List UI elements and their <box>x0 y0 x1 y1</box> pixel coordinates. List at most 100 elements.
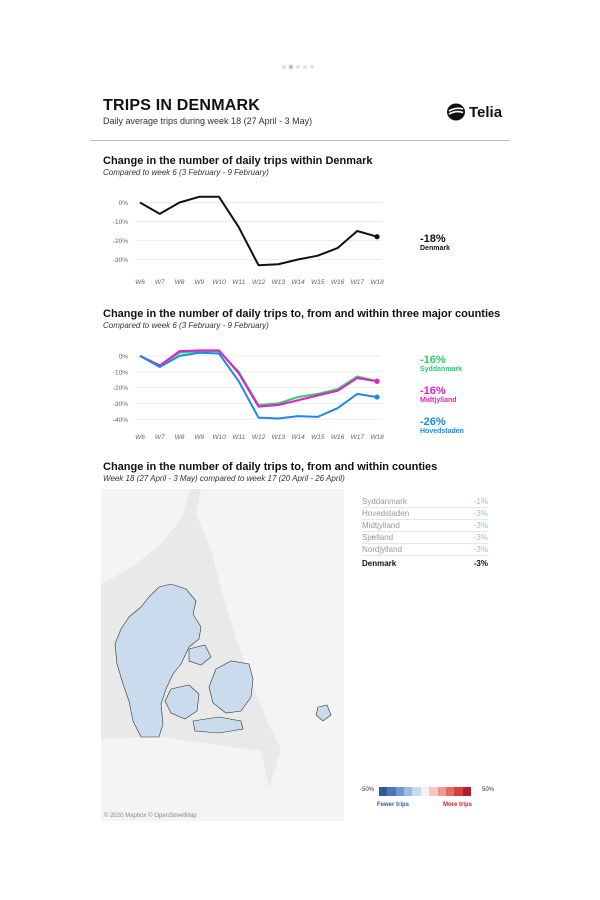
more-trips-label: More trips <box>443 802 473 808</box>
x-tick-label: W15 <box>311 279 325 286</box>
page-dot[interactable] <box>303 65 307 69</box>
region-name: Sjælland <box>362 533 394 542</box>
x-tick-label: W8 <box>175 279 185 286</box>
x-tick-label: W16 <box>331 279 345 286</box>
midtjylland-end-value: -16% <box>420 385 446 397</box>
y-tick-label: -40% <box>113 417 128 424</box>
region-name: Hovedstaden <box>362 509 410 518</box>
y-tick-label: -30% <box>113 257 128 264</box>
counties-line-chart: 0% -10% -20% -30% -40% W6 W7 W8 W9 W10 W11 W12 W13 W1… <box>113 349 384 441</box>
djursland-region[interactable] <box>188 644 212 666</box>
germany-land <box>101 737 276 821</box>
y-tick-label: -10% <box>113 219 128 226</box>
y-tick-label: 0% <box>119 353 129 360</box>
section3-subtitle: Week 18 (27 April - 3 May) compared to w… <box>103 474 345 483</box>
lolland-region[interactable] <box>192 716 244 734</box>
denmark-line-chart: 0% -10% -20% -30% W6 W7 W8 W9 W10 W11 W12 W13 W14 W15… <box>113 195 384 286</box>
total-name: Denmark <box>362 559 397 568</box>
series-endpoint-denmark[interactable] <box>374 234 380 240</box>
series-line-denmark[interactable] <box>139 195 378 267</box>
x-tick-label: W6 <box>135 279 145 286</box>
hovedstaden-end-name: Hovedstaden <box>420 428 464 435</box>
hovedstaden-end-value: -26% <box>420 416 446 428</box>
region-value: -3% <box>473 521 488 530</box>
hovedstaden-end-label: -26% Hovedstaden <box>420 416 464 435</box>
page-dot[interactable] <box>282 65 286 69</box>
scale-max-label: 50% <box>481 787 494 793</box>
map-shapes <box>101 489 344 821</box>
x-tick-label: W17 <box>351 279 365 286</box>
table-row: Syddanmark -1% <box>362 496 488 508</box>
scale-min-label: -50% <box>360 787 375 793</box>
x-tick-label: W8 <box>175 434 185 441</box>
page-dot-active[interactable] <box>289 65 293 69</box>
x-tick-label: W18 <box>370 434 384 441</box>
x-tick-label: W15 <box>311 434 325 441</box>
series-line-hovedstaden[interactable] <box>139 351 378 420</box>
region-value: -1% <box>473 497 488 506</box>
x-tick-label: W6 <box>135 434 145 441</box>
syddanmark-end-label: -16% Syddanmark <box>420 354 462 373</box>
region-value: -3% <box>473 545 488 554</box>
x-tick-label: W11 <box>232 279 245 286</box>
x-tick-label: W14 <box>291 434 305 441</box>
region-value: -3% <box>473 533 488 542</box>
telia-logo: Telia <box>446 102 502 122</box>
syddanmark-end-name: Syddanmark <box>420 366 463 373</box>
bornholm-region[interactable] <box>315 704 332 722</box>
header-divider <box>90 140 510 141</box>
fewer-trips-label: Fewer trips <box>377 802 410 808</box>
table-row: Sjælland -3% <box>362 532 488 544</box>
jutland-region[interactable] <box>114 583 202 738</box>
zealand-region[interactable] <box>208 660 254 714</box>
x-tick-label: W11 <box>232 434 245 441</box>
x-tick-label: W7 <box>155 279 165 286</box>
scale-gradient <box>379 787 471 796</box>
denmark-end-label: -18% Denmark <box>420 233 450 252</box>
x-tick-label: W7 <box>155 434 165 441</box>
sweden-land <box>196 489 344 821</box>
denmark-map[interactable]: © 2020 Mapbox © OpenStreetMap <box>101 489 344 821</box>
map-attribution[interactable]: © 2020 Mapbox © OpenStreetMap <box>104 813 197 819</box>
page-title: TRIPS IN DENMARK <box>103 97 260 114</box>
series-line-midtjylland[interactable] <box>139 349 378 408</box>
section3-title: Change in the number of daily trips to, … <box>103 461 438 473</box>
section2-subtitle: Compared to week 6 (3 February - 9 Febru… <box>103 321 269 330</box>
x-tick-label: W10 <box>212 434 226 441</box>
y-tick-label: -10% <box>113 369 128 376</box>
y-tick-label: -20% <box>113 238 128 245</box>
denmark-end-name: Denmark <box>420 245 450 252</box>
table-row: Nordjylland -3% <box>362 544 488 556</box>
telia-pebble-icon <box>447 103 465 121</box>
x-tick-label: W13 <box>272 279 286 286</box>
x-tick-label: W18 <box>370 279 384 286</box>
region-change-table: Syddanmark -1% Hovedstaden -3% Midtjylland… <box>362 496 488 568</box>
x-tick-label: W12 <box>252 434 266 441</box>
region-name: Midtjylland <box>362 521 400 530</box>
total-value: -3% <box>473 559 488 568</box>
series-endpoint-midtjylland[interactable] <box>374 378 380 384</box>
x-tick-label: W9 <box>194 434 204 441</box>
x-tick-label: W17 <box>351 434 365 441</box>
region-name: Nordjylland <box>362 545 403 554</box>
x-tick-label: W14 <box>291 279 305 286</box>
page-subtitle: Daily average trips during week 18 (27 A… <box>103 116 313 126</box>
x-tick-label: W9 <box>194 279 204 286</box>
y-tick-label: -20% <box>113 385 128 392</box>
funen-region[interactable] <box>164 684 200 720</box>
page-indicator[interactable] <box>282 65 314 69</box>
page-dot[interactable] <box>296 65 300 69</box>
y-tick-label: 0% <box>119 200 129 207</box>
table-row: Midtjylland -3% <box>362 520 488 532</box>
x-tick-label: W16 <box>331 434 345 441</box>
series-endpoint-hovedstaden[interactable] <box>374 394 380 400</box>
table-row: Hovedstaden -3% <box>362 508 488 520</box>
region-value: -3% <box>473 509 488 518</box>
x-tick-label: W13 <box>272 434 286 441</box>
midtjylland-end-label: -16% Midtjylland <box>420 385 457 404</box>
section1-title: Change in the number of daily trips with… <box>103 155 373 167</box>
page-dot[interactable] <box>310 65 314 69</box>
section2-title: Change in the number of daily trips to, … <box>103 308 501 320</box>
x-tick-label: W10 <box>212 279 226 286</box>
x-tick-label: W12 <box>252 279 266 286</box>
